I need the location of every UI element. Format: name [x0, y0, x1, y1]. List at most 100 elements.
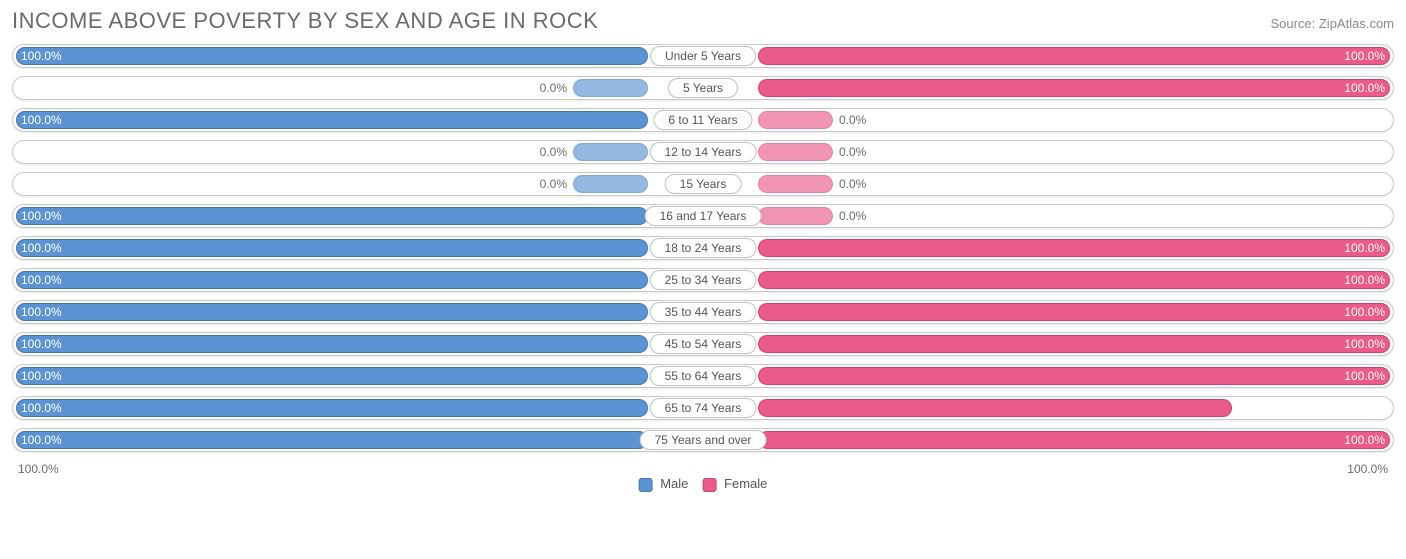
- female-value: 100.0%: [1344, 429, 1385, 451]
- category-label: 15 Years: [665, 174, 742, 194]
- chart-row: 100.0%100.0%18 to 24 Years: [12, 236, 1394, 260]
- female-value: 75.0%: [1351, 397, 1385, 419]
- female-bar: [758, 335, 1390, 353]
- male-bar: [573, 143, 648, 161]
- female-value: 0.0%: [839, 141, 866, 163]
- female-value: 100.0%: [1344, 333, 1385, 355]
- female-bar: [758, 175, 833, 193]
- male-bar: [16, 303, 648, 321]
- chart-row: 100.0% 100.0% 55 to 64 Years: [12, 364, 1394, 388]
- male-half: 100.0%: [13, 365, 703, 387]
- female-bar: [758, 47, 1390, 65]
- female-half: 75.0%: [703, 397, 1393, 419]
- female-half: 100.0%: [703, 333, 1393, 355]
- male-half: 0.0%: [13, 173, 703, 195]
- male-value: 100.0%: [21, 301, 62, 323]
- male-value: 100.0%: [21, 365, 62, 387]
- chart-footer: 100.0% 100.0% Male Female: [12, 460, 1394, 480]
- male-value: 100.0%: [21, 333, 62, 355]
- x-axis: 100.0% 100.0%: [12, 460, 1394, 476]
- category-label: 35 to 44 Years: [650, 302, 757, 322]
- male-bar: [16, 271, 648, 289]
- legend-female-swatch: [702, 478, 716, 492]
- male-bar: [16, 335, 648, 353]
- category-label: 55 to 64 Years: [650, 366, 757, 386]
- male-value: 100.0%: [21, 109, 62, 131]
- male-value: 100.0%: [21, 237, 62, 259]
- male-half: 100.0%: [13, 301, 703, 323]
- female-half: 0.0%: [703, 109, 1393, 131]
- chart-row: 100.0% 100.0% Under 5 Years: [12, 44, 1394, 68]
- female-bar: [758, 239, 1390, 257]
- category-label: 6 to 11 Years: [653, 110, 752, 130]
- male-half: 100.0%: [13, 429, 703, 451]
- male-bar: [573, 79, 648, 97]
- chart-row: 100.0% 75.0% 65 to 74 Years: [12, 396, 1394, 420]
- female-bar: [758, 111, 833, 129]
- category-label: 16 and 17 Years: [645, 206, 762, 226]
- female-value: 0.0%: [839, 173, 866, 195]
- female-bar: [758, 431, 1390, 449]
- female-bar: [758, 207, 833, 225]
- chart-row: 100.0%100.0%25 to 34 Years: [12, 268, 1394, 292]
- male-bar: [573, 175, 648, 193]
- female-value: 0.0%: [839, 205, 866, 227]
- category-label: Under 5 Years: [650, 46, 756, 66]
- male-half: 100.0%: [13, 333, 703, 355]
- axis-right-label: 100.0%: [1347, 462, 1388, 476]
- male-half: 100.0%: [13, 237, 703, 259]
- category-label: 12 to 14 Years: [650, 142, 757, 162]
- female-value: 100.0%: [1344, 269, 1385, 291]
- chart-row: 0.0%100.0%5 Years: [12, 76, 1394, 100]
- chart-source: Source: ZipAtlas.com: [1270, 16, 1394, 31]
- female-bar: [758, 143, 833, 161]
- male-value: 100.0%: [21, 397, 62, 419]
- male-half: 100.0%: [13, 205, 703, 227]
- female-half: 100.0%: [703, 237, 1393, 259]
- chart-row: 100.0% 0.0% 6 to 11 Years: [12, 108, 1394, 132]
- chart-row: 100.0%100.0%75 Years and over: [12, 428, 1394, 452]
- female-bar: [758, 271, 1390, 289]
- legend-male-label: Male: [660, 476, 688, 491]
- male-value: 100.0%: [21, 205, 62, 227]
- male-bar: [16, 399, 648, 417]
- axis-left-label: 100.0%: [18, 462, 59, 476]
- chart-row: 100.0%100.0%35 to 44 Years: [12, 300, 1394, 324]
- legend-male: Male: [639, 476, 689, 492]
- male-bar: [16, 431, 648, 449]
- female-half: 100.0%: [703, 429, 1393, 451]
- male-value: 100.0%: [21, 45, 62, 67]
- chart-row: 100.0% 0.0% 16 and 17 Years: [12, 204, 1394, 228]
- female-value: 100.0%: [1344, 45, 1385, 67]
- female-value: 0.0%: [839, 109, 866, 131]
- female-bar: [758, 367, 1390, 385]
- female-half: 100.0%: [703, 45, 1393, 67]
- male-half: 100.0%: [13, 397, 703, 419]
- male-bar: [16, 239, 648, 257]
- legend-female-label: Female: [724, 476, 767, 491]
- female-half: 0.0%: [703, 173, 1393, 195]
- male-value: 100.0%: [21, 269, 62, 291]
- legend-female: Female: [702, 476, 767, 492]
- chart-row: 0.0%0.0%15 Years: [12, 172, 1394, 196]
- chart-title: INCOME ABOVE POVERTY BY SEX AND AGE IN R…: [12, 8, 598, 34]
- male-bar: [16, 367, 648, 385]
- male-value: 0.0%: [540, 141, 567, 163]
- female-value: 100.0%: [1344, 77, 1385, 99]
- female-value: 100.0%: [1344, 237, 1385, 259]
- male-bar: [16, 111, 648, 129]
- female-bar: [758, 399, 1232, 417]
- category-label: 45 to 54 Years: [650, 334, 757, 354]
- female-half: 100.0%: [703, 269, 1393, 291]
- female-value: 100.0%: [1344, 365, 1385, 387]
- female-bar: [758, 303, 1390, 321]
- male-bar: [16, 207, 648, 225]
- male-value: 100.0%: [21, 429, 62, 451]
- legend: Male Female: [639, 476, 768, 492]
- male-bar: [16, 47, 648, 65]
- female-bar: [758, 79, 1390, 97]
- chart-row: 0.0% 0.0% 12 to 14 Years: [12, 140, 1394, 164]
- category-label: 65 to 74 Years: [650, 398, 757, 418]
- chart-header: INCOME ABOVE POVERTY BY SEX AND AGE IN R…: [12, 8, 1394, 34]
- legend-male-swatch: [639, 478, 653, 492]
